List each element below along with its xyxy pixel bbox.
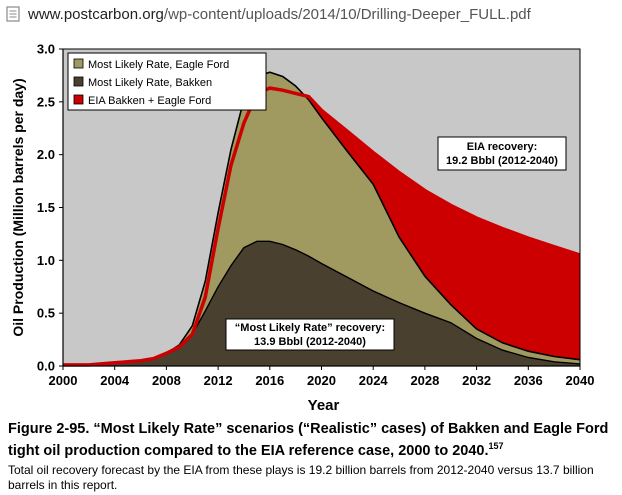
annotation-box [225,318,395,351]
y-tick-label: 1.5 [37,200,55,215]
x-tick-label: 2016 [255,373,284,388]
x-tick-label: 2032 [462,373,491,388]
legend-box [67,52,267,111]
caption-title: Figure 2-95. “Most Likely Rate” scenario… [8,421,618,460]
y-tick-label: 2.0 [37,147,55,162]
annotation-text: “Most Likely Rate” recovery: [235,322,385,334]
url-host: www.postcarbon.org [28,5,164,23]
figure-caption: Figure 2-95. “Most Likely Rate” scenario… [8,421,618,493]
legend-swatch [73,94,84,105]
caption-title-text: Figure 2-95. “Most Likely Rate” scenario… [8,421,609,459]
address-bar[interactable]: www.postcarbon.org/wp-content/uploads/20… [0,0,622,28]
chart-container: 0.0 0.5 1.0 1.5 2.0 2.5 3.0 2000 2004 2008 2012 201… [0,30,622,420]
legend-label: Most Likely Rate, Bakken [88,77,212,89]
url-text[interactable]: www.postcarbon.org/wp-content/uploads/20… [28,6,531,23]
url-path: /wp-content/uploads/2014/10/Drilling-Dee… [163,5,531,23]
x-tick-label: 2020 [307,373,336,388]
legend-swatch [73,58,84,69]
x-tick-label: 2036 [514,373,543,388]
legend-swatch [73,76,84,87]
series-line-eia [63,86,581,367]
y-tick-label: 0.0 [37,359,55,374]
legend-label: Most Likely Rate, Eagle Ford [88,59,229,71]
y-tick-label: 3.0 [37,42,55,57]
page-icon [6,6,20,22]
x-tick-label: 2040 [566,373,595,388]
legend: Most Likely Rate, Eagle Ford Most Likely … [67,52,267,111]
legend-label: EIA Bakken + Eagle Ford [88,95,211,107]
annotation-text: 13.9 Bbbl (2012-2040) [254,336,366,348]
production-chart: 0.0 0.5 1.0 1.5 2.0 2.5 3.0 2000 2004 2008 2012 201… [10,42,595,415]
annotation-text: 19.2 Bbbl (2012-2040) [446,155,558,167]
y-tick-label: 0.5 [37,306,55,321]
y-axis-label: Oil Production (Million barrels per day) [10,78,26,336]
annotation-most-likely: “Most Likely Rate” recovery: 13.9 Bbbl (2… [225,318,395,351]
annotation-text: EIA recovery: [467,141,538,153]
x-tick-label: 2024 [359,373,389,388]
x-tick-label: 2028 [410,373,439,388]
series-points-2 [62,88,581,365]
x-axis-label: Year [308,397,340,414]
y-tick-label: 1.0 [37,253,55,268]
y-tick-label: 2.5 [37,94,55,109]
x-tick-label: 2012 [204,373,233,388]
x-tick-label: 2008 [152,373,181,388]
caption-footnote-ref: 157 [488,441,504,451]
annotation-eia: EIA recovery: 19.2 Bbbl (2012-2040) [437,136,567,171]
annotation-box [437,136,567,171]
x-tick-label: 2000 [49,373,78,388]
series-area-eagle-ford [63,72,580,366]
x-tick-label: 2004 [100,373,130,388]
caption-body: Total oil recovery forecast by the EIA f… [8,462,594,492]
